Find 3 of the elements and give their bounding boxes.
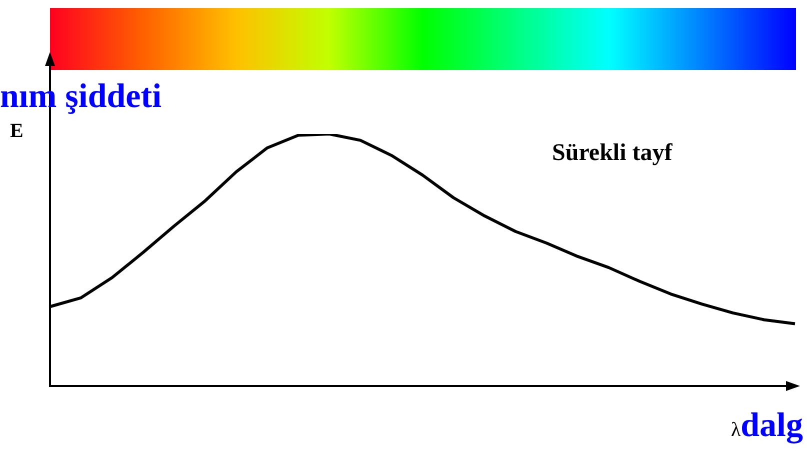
text: E	[10, 120, 24, 143]
annotation: Sürekli tayf	[552, 140, 672, 167]
x-axis-title: λdalg	[730, 407, 803, 445]
